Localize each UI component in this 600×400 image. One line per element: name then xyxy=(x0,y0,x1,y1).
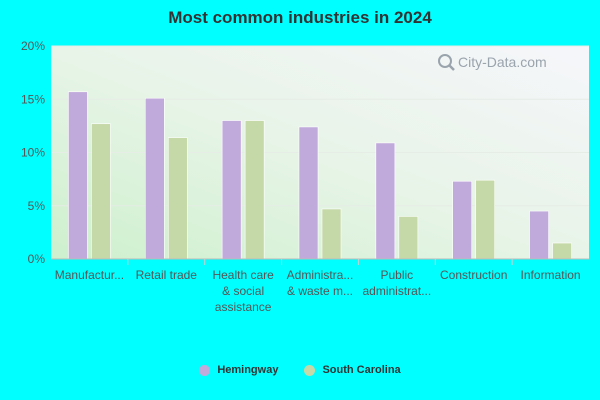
legend-swatch-hemingway xyxy=(199,364,211,376)
bar-south-carolina[interactable] xyxy=(475,179,496,260)
legend: Hemingway South Carolina xyxy=(0,364,600,376)
x-tick-label: Retail trade xyxy=(136,268,198,282)
bar-hemingway[interactable] xyxy=(221,120,242,260)
bar-south-carolina[interactable] xyxy=(398,216,419,260)
y-tick-label: 10% xyxy=(21,146,45,160)
chart-title: Most common industries in 2024 xyxy=(168,8,432,27)
legend-swatch-south-carolina xyxy=(304,364,316,376)
x-tick-label: Public xyxy=(381,268,414,282)
watermark-magnifier-handle xyxy=(448,64,455,71)
bar-hemingway[interactable] xyxy=(452,180,473,260)
bar-south-carolina[interactable] xyxy=(321,208,342,260)
bar-south-carolina[interactable] xyxy=(244,120,265,260)
y-tick-label: 5% xyxy=(28,199,46,213)
y-tick-label: 0% xyxy=(28,252,46,266)
legend-item-hemingway: Hemingway xyxy=(199,364,278,376)
bar-hemingway[interactable] xyxy=(298,126,319,260)
y-tick-label: 20% xyxy=(21,39,45,53)
x-tick-label: administrat... xyxy=(363,284,432,298)
watermark-text: City-Data.com xyxy=(458,54,547,70)
x-tick-label: & social xyxy=(222,284,264,298)
y-axis: 0% 5% 10% 15% 20% xyxy=(21,39,45,266)
bar-hemingway[interactable] xyxy=(144,97,165,260)
bar-hemingway[interactable] xyxy=(375,142,396,260)
x-tick-label: assistance xyxy=(215,300,272,314)
x-tick-label: Manufactur... xyxy=(55,268,124,282)
watermark-magnifier-icon xyxy=(438,54,452,68)
x-tick-label: Administra... xyxy=(287,268,354,282)
bar-south-carolina[interactable] xyxy=(552,242,572,260)
watermark: City-Data.com xyxy=(438,54,547,71)
bar-south-carolina[interactable] xyxy=(167,137,188,260)
y-tick-label: 15% xyxy=(21,92,45,106)
x-tick-label: & waste m... xyxy=(287,284,353,298)
x-tick-label: Health care xyxy=(212,268,274,282)
legend-item-south-carolina: South Carolina xyxy=(304,364,401,376)
bar-hemingway[interactable] xyxy=(68,91,88,260)
bar-south-carolina[interactable] xyxy=(91,123,111,260)
x-axis: Manufactur... Retail trade Health care & so… xyxy=(51,258,589,314)
legend-label-south-carolina: South Carolina xyxy=(322,364,401,376)
x-tick-label: Information xyxy=(521,268,581,282)
x-tick-label: Construction xyxy=(440,268,507,282)
bars-group xyxy=(68,91,572,260)
legend-label-hemingway: Hemingway xyxy=(217,364,279,376)
bar-hemingway[interactable] xyxy=(529,210,549,260)
